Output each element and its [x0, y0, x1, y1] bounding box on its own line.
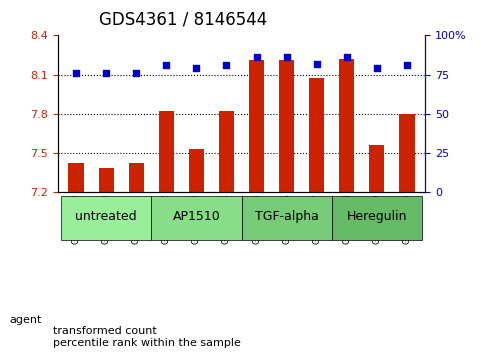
Bar — [219, 111, 234, 192]
Bar — [99, 169, 114, 192]
Bar — [249, 60, 264, 192]
Text: percentile rank within the sample: percentile rank within the sample — [53, 338, 241, 348]
Bar — [189, 149, 204, 192]
Point — [403, 62, 411, 68]
Point — [313, 61, 321, 67]
FancyBboxPatch shape — [61, 196, 151, 240]
Bar — [159, 111, 174, 192]
Point — [253, 55, 260, 60]
Point — [132, 70, 140, 76]
Text: untreated: untreated — [75, 210, 137, 223]
Point — [223, 62, 230, 68]
Text: AP1510: AP1510 — [172, 210, 220, 223]
Text: Heregulin: Heregulin — [347, 210, 407, 223]
FancyBboxPatch shape — [242, 196, 332, 240]
Bar — [279, 60, 294, 192]
Point — [373, 65, 381, 71]
Point — [283, 55, 290, 60]
Text: transformed count: transformed count — [53, 326, 157, 336]
Point — [72, 70, 80, 76]
Bar — [399, 114, 414, 192]
Bar — [128, 163, 144, 192]
Text: agent: agent — [10, 315, 42, 325]
FancyBboxPatch shape — [151, 196, 242, 240]
Bar — [309, 79, 324, 192]
Point — [102, 70, 110, 76]
Text: TGF-alpha: TGF-alpha — [255, 210, 319, 223]
Text: GDS4361 / 8146544: GDS4361 / 8146544 — [99, 11, 268, 29]
FancyBboxPatch shape — [332, 196, 422, 240]
Bar — [69, 163, 84, 192]
Bar — [339, 59, 355, 192]
Point — [343, 55, 351, 60]
Point — [193, 65, 200, 71]
Point — [162, 62, 170, 68]
Bar — [369, 145, 384, 192]
